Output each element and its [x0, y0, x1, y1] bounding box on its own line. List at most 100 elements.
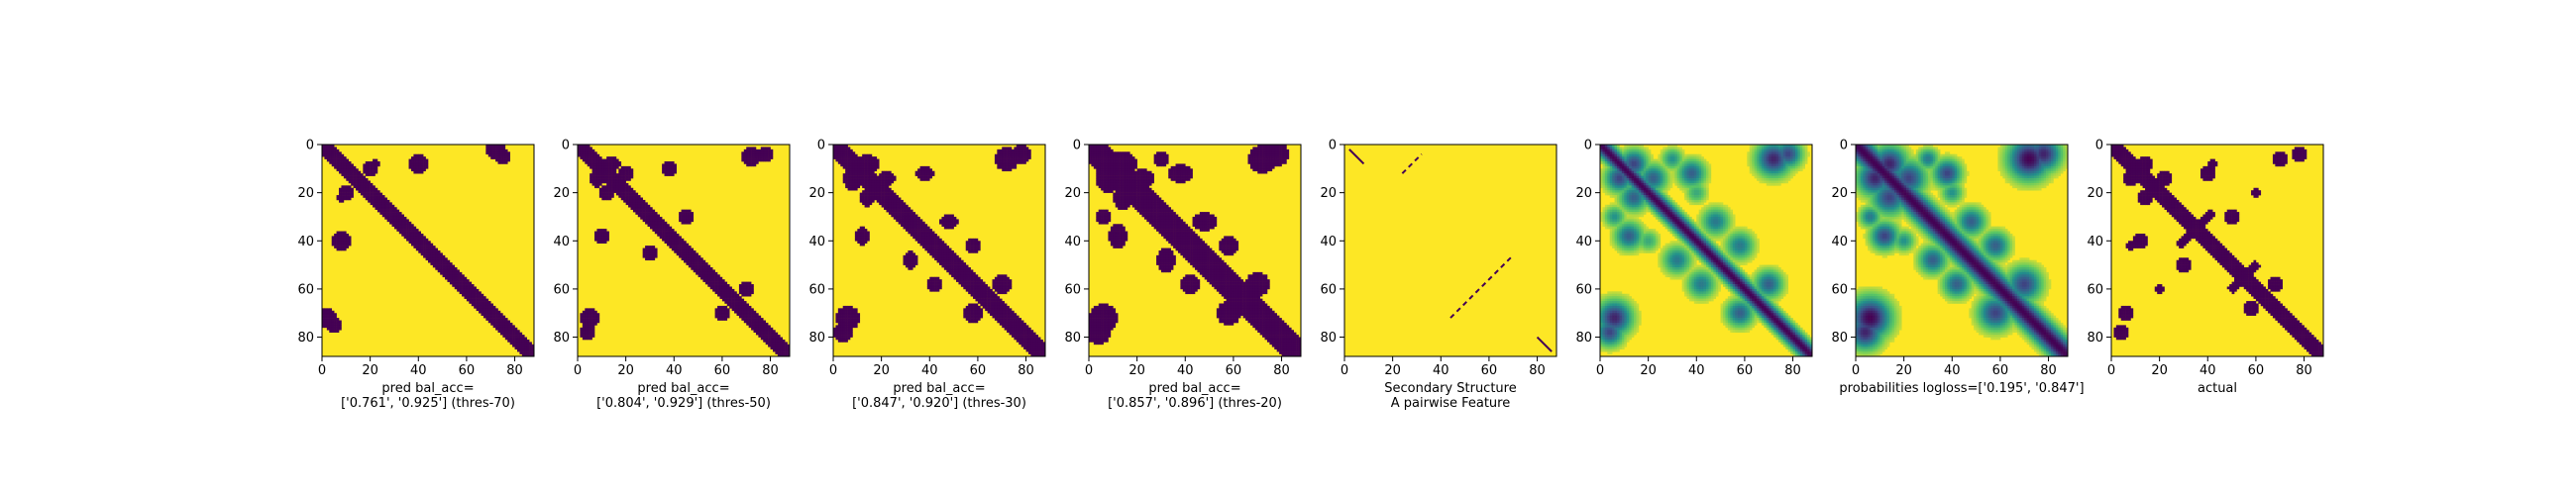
heatmap-cell [1163, 212, 1167, 215]
heatmap-cell [585, 310, 589, 314]
heatmap-cell [684, 246, 687, 248]
heatmap-cell [654, 221, 658, 225]
heatmap-cell [698, 269, 701, 273]
heatmap-cell [613, 178, 617, 181]
heatmap-cell [997, 148, 1001, 152]
heatmap-cell [726, 291, 730, 295]
heatmap-cell [931, 281, 935, 285]
heatmap-cell [857, 182, 861, 186]
heatmap-cell [864, 168, 868, 172]
heatmap-cell [893, 214, 897, 218]
heatmap-cell [348, 163, 352, 167]
heatmap-cell [410, 233, 414, 237]
heatmap-cell [888, 182, 892, 186]
heatmap-cell [531, 348, 535, 352]
heatmap-cell [351, 192, 354, 196]
heatmap-cell [760, 327, 764, 331]
heatmap-cell [601, 190, 605, 193]
heatmap-cell [1002, 325, 1005, 329]
heatmap-cell [618, 185, 622, 189]
heatmap-cell [1020, 327, 1024, 331]
heatmap-cell [726, 296, 730, 299]
heatmap-cell [908, 254, 912, 258]
heatmap-cell [859, 178, 863, 181]
heatmap-cell [864, 233, 868, 237]
heatmap-cell [420, 246, 424, 248]
heatmap-cell [596, 231, 600, 235]
heatmap-cell [686, 250, 690, 253]
heatmap-cell [934, 246, 937, 248]
heatmap-cell [867, 156, 870, 159]
heatmap-cell [625, 170, 629, 174]
heatmap-cell [428, 252, 431, 256]
heatmap-cell [850, 156, 853, 159]
heatmap-cell [1131, 165, 1135, 169]
heatmap-cell [931, 288, 935, 292]
heatmap-cell [965, 305, 969, 309]
heatmap-cell [1110, 185, 1114, 189]
heatmap-cell [760, 148, 764, 152]
heatmap-cell [753, 147, 757, 150]
heatmap-cell [590, 327, 592, 331]
heatmap-cell [859, 175, 863, 179]
heatmap-cell [738, 308, 742, 312]
heatmap-cell [833, 332, 836, 336]
heatmap-cell [601, 158, 605, 162]
heatmap-cell [768, 327, 771, 331]
heatmap-cell [903, 207, 907, 210]
heatmap-cell [780, 342, 783, 346]
heatmap-cell [845, 165, 848, 169]
heatmap-cell [445, 267, 448, 270]
heatmap-cell [746, 318, 749, 321]
heatmap-cell [980, 303, 984, 307]
heatmap-cell [1173, 212, 1176, 215]
heatmap-cell [348, 168, 352, 172]
heatmap-cell [423, 250, 426, 253]
heatmap-cell [1279, 151, 1282, 155]
heatmap-cell [1103, 209, 1107, 213]
heatmap-cell [341, 187, 345, 191]
heatmap-cell [970, 291, 974, 295]
heatmap-cell [842, 322, 846, 326]
heatmap-cell [1016, 330, 1020, 333]
heatmap-cell [842, 305, 846, 309]
heatmap-cell [698, 259, 701, 263]
heatmap-cell [931, 233, 935, 237]
heatmap-cell [997, 320, 1001, 324]
axes-frame [832, 144, 1046, 357]
heatmap-cell [765, 147, 769, 150]
heatmap-cell [509, 332, 513, 336]
heatmap-cell [842, 330, 846, 333]
heatmap-cell [590, 313, 592, 316]
heatmap-cell [331, 313, 335, 316]
heatmap-cell [1158, 226, 1162, 230]
heatmap-cell [714, 286, 718, 290]
heatmap-cell [348, 180, 352, 184]
heatmap-cell [760, 332, 764, 336]
heatmap-cell [1247, 153, 1251, 157]
heatmap-cell [943, 214, 947, 218]
heatmap-cell [487, 153, 491, 157]
heatmap-cell [1127, 180, 1130, 184]
heatmap-cell [529, 351, 532, 354]
heatmap-cell [864, 241, 868, 244]
heatmap-cell [958, 269, 962, 273]
heatmap-cell [625, 199, 629, 203]
heatmap-cell [721, 298, 725, 302]
heatmap-cell [1096, 182, 1100, 186]
heatmap-cell [965, 315, 969, 319]
heatmap-cell [623, 199, 626, 203]
heatmap-cell [637, 195, 641, 198]
heatmap-cell [724, 293, 728, 297]
heatmap-cell [758, 330, 762, 333]
heatmap-cell [580, 335, 584, 338]
heatmap-cell [1209, 221, 1213, 225]
heatmap-cell [864, 202, 868, 206]
heatmap-cell [516, 342, 520, 346]
heatmap-cell [852, 175, 856, 179]
heatmap-cell [686, 221, 690, 225]
heatmap-cell [1108, 187, 1112, 191]
heatmap-cell [721, 281, 725, 285]
heatmap-cell [628, 192, 631, 196]
heatmap-cell [753, 163, 757, 167]
